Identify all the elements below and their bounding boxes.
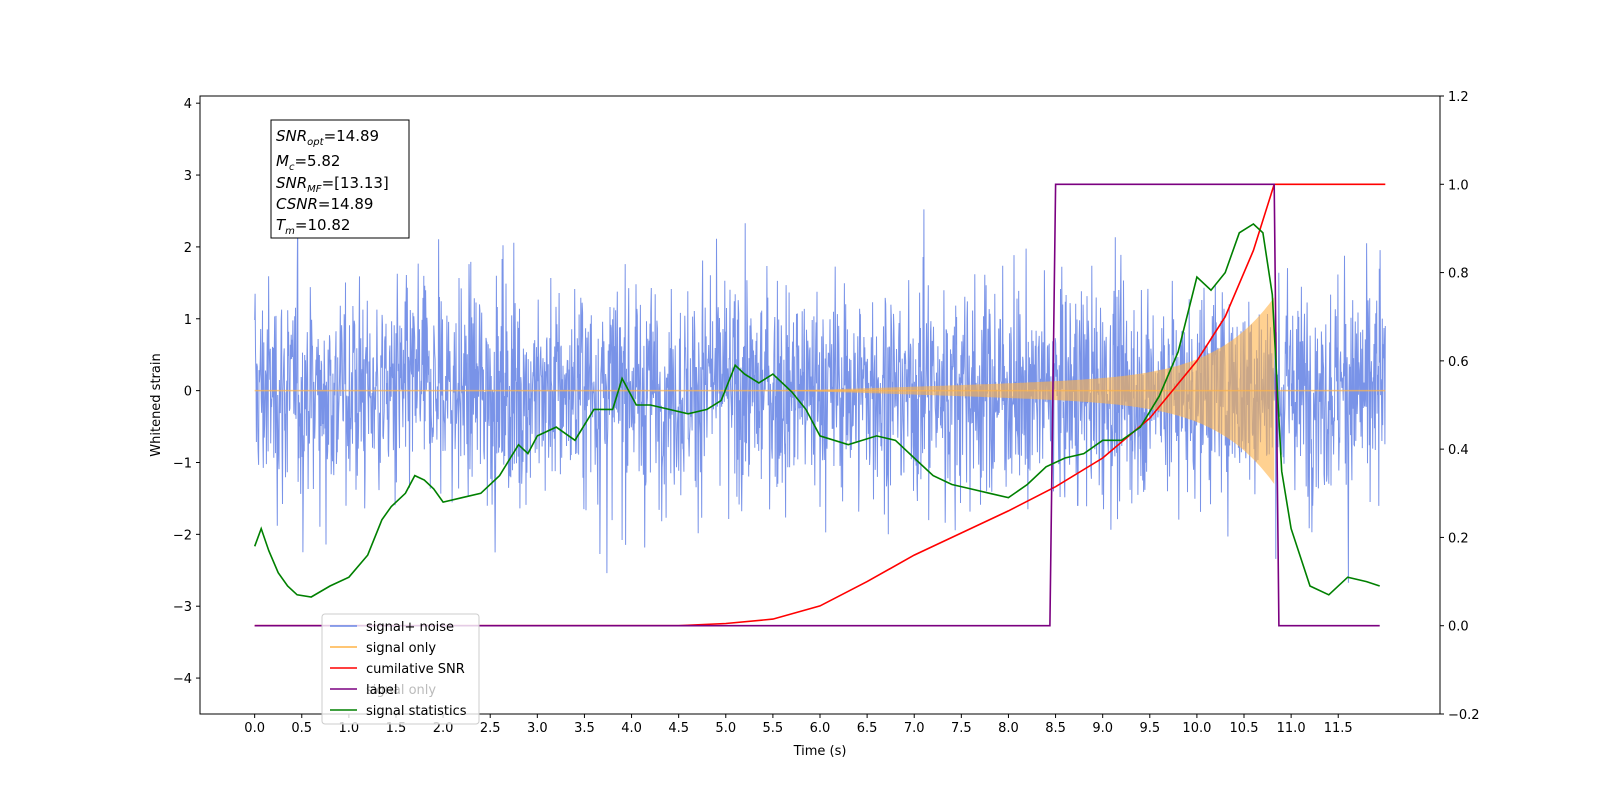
x-tick-label: 11.0 [1277, 721, 1306, 736]
annotation-mc: Mc=5.82 [276, 152, 340, 173]
x-tick-label: 5.0 [715, 721, 736, 736]
legend-ghost-label: signal only [366, 683, 436, 698]
x-tick-label: 11.5 [1324, 721, 1353, 736]
x-tick-label: 2.5 [480, 721, 501, 736]
annotation-tm-value: =10.82 [295, 216, 351, 234]
x-tick-label: 8.0 [998, 721, 1019, 736]
x-tick-label: 1.5 [386, 721, 407, 736]
x-tick-label: 0.5 [291, 721, 312, 736]
annotation-csnr: CSNR=14.89 [276, 195, 373, 213]
x-tick-label: 10.0 [1182, 721, 1211, 736]
series-label [254, 183, 1380, 627]
y2-tick-label: −0.2 [1448, 708, 1480, 723]
x-tick-label: 8.5 [1045, 721, 1066, 736]
x-tick-label: 2.0 [433, 721, 454, 736]
x-tick-label: 9.5 [1139, 721, 1160, 736]
y-tick-label: 0 [184, 385, 192, 400]
y-axis-ticks: −4 −3 −2 −1 0 1 2 3 4 [173, 97, 200, 687]
legend-label-cumulative-snr: cumilative SNR [366, 662, 465, 677]
y-axis-label: Whitened strain [149, 353, 164, 456]
x-tick-label: 3.5 [574, 721, 595, 736]
x-tick-label: 4.5 [668, 721, 689, 736]
annotation-snr-mf: SNRMF=[13.13] [276, 174, 389, 195]
annotation-csnr-value: =14.89 [318, 195, 374, 213]
legend-label-label: label [366, 683, 397, 698]
y-tick-label: −1 [173, 456, 192, 471]
y2-tick-label: 0.8 [1448, 267, 1469, 282]
y-tick-label: −3 [173, 600, 192, 615]
legend-frame [321, 613, 480, 725]
series-cumulative-snr [254, 183, 1386, 627]
legend-label-signal-statistics: signal statistics [366, 704, 467, 719]
legend-label-signal-noise: signal+ noise [366, 620, 454, 635]
x-tick-label: 7.5 [951, 721, 972, 736]
y-tick-label: −2 [173, 528, 192, 543]
x-tick-label: 0.0 [244, 721, 265, 736]
plot-area [253, 183, 1386, 627]
annotation-mc-value: =5.82 [294, 152, 340, 170]
y-tick-label: 3 [184, 169, 192, 184]
x-tick-label: 10.5 [1230, 721, 1259, 736]
y2-tick-label: 0.2 [1448, 531, 1469, 546]
series-signal-statistics [253, 222, 1380, 598]
x-tick-label: 7.0 [904, 721, 925, 736]
annotation-frame [270, 119, 410, 239]
annotation-snr-opt: SNRopt=14.89 [276, 127, 379, 148]
x-tick-label: 3.0 [527, 721, 548, 736]
x-tick-label: 5.5 [763, 721, 784, 736]
y2-tick-label: 1.2 [1448, 90, 1469, 105]
x-axis-label: Time (s) [793, 744, 847, 759]
x-tick-label: 4.0 [621, 721, 642, 736]
x-tick-label: 6.0 [810, 721, 831, 736]
annotation-snr-mf-value: =[13.13] [322, 174, 389, 192]
y-tick-label: 1 [184, 313, 192, 328]
legend-label-signal-only: signal only [366, 641, 436, 656]
y-tick-label: 2 [184, 241, 192, 256]
x-tick-label: 6.5 [857, 721, 878, 736]
y2-tick-label: 0.6 [1448, 355, 1469, 370]
y2-tick-label: 0.4 [1448, 443, 1469, 458]
y2-tick-label: 1.0 [1448, 178, 1469, 193]
x-tick-label: 1.0 [339, 721, 360, 736]
legend: signal+ noise signal only cumilative SNR… [321, 613, 480, 725]
y-tick-label: 4 [184, 97, 192, 112]
y-tick-label: −4 [173, 672, 192, 687]
right-y-axis-ticks: −0.2 0.0 0.2 0.4 0.6 0.8 1.0 1.2 [1440, 90, 1480, 723]
annotation-tm: Tm=10.82 [276, 216, 350, 237]
x-tick-label: 9.0 [1092, 721, 1113, 736]
snr-annotation-box: SNRopt=14.89 Mc=5.82 SNRMF=[13.13] CSNR=… [270, 119, 410, 239]
annotation-snr-opt-value: =14.89 [324, 127, 380, 145]
x-axis-ticks: 0.0 0.5 1.0 1.5 2.0 2.5 3.0 3.5 4.0 4.5 5.0 5.5 6.0 6… [244, 714, 1353, 736]
y2-tick-label: 0.0 [1448, 620, 1469, 635]
